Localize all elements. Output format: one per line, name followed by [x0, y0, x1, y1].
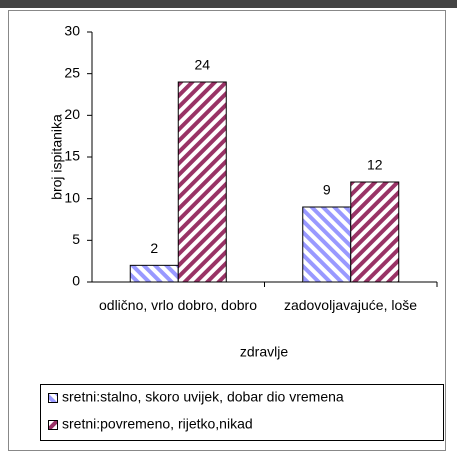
y-tick-label: 5: [72, 231, 80, 247]
data-label: 12: [367, 157, 383, 173]
y-tick-label: 0: [72, 273, 80, 289]
data-label: 2: [150, 240, 158, 256]
legend-box: [40, 384, 444, 441]
x-tick-label: zadovoljavajuće, loše: [283, 297, 418, 313]
y-tick-label: 20: [64, 106, 80, 122]
bar: [302, 206, 352, 283]
bar: [350, 181, 400, 283]
bar: [129, 264, 179, 283]
y-tick-label: 25: [64, 64, 80, 80]
legend-swatch: [48, 420, 58, 430]
y-tick-label: 30: [64, 23, 80, 39]
top-strip: [0, 0, 457, 8]
data-label: 24: [194, 57, 210, 73]
legend-label: sretni:povremeno, rijetko,nikad: [62, 416, 253, 432]
data-label: 9: [323, 182, 331, 198]
bar: [177, 81, 227, 283]
y-tick-label: 15: [64, 148, 80, 164]
legend-label: sretni:stalno, skoro uvijek, dobar dio v…: [62, 389, 344, 405]
legend-swatch: [48, 393, 58, 403]
x-axis-label: zdravlje: [240, 344, 288, 360]
y-axis-label: broj ispitanika: [49, 114, 65, 200]
y-tick-label: 10: [64, 189, 80, 205]
x-tick-label: odlično, vrlo dobro, dobro: [99, 297, 257, 313]
